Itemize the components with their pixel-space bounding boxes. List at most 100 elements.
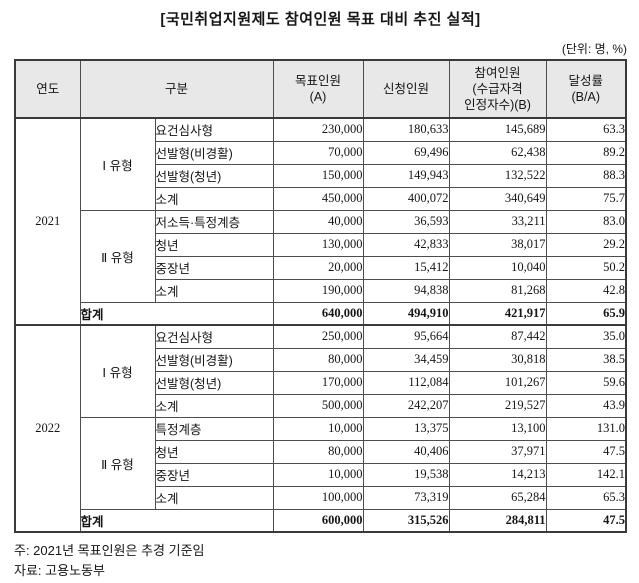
total-rate-cell: 47.5 bbox=[545, 508, 627, 533]
category-cell: 특정계층 bbox=[154, 416, 274, 441]
rate-cell: 83.0 bbox=[545, 209, 627, 234]
year-cell: 2021 bbox=[14, 117, 81, 326]
participants-cell: 340,649 bbox=[448, 186, 547, 211]
table-row: Ⅱ 유형 특정계층 10,000 13,375 13,100 131.0 bbox=[15, 416, 627, 510]
participants-cell: 14,213 bbox=[448, 462, 547, 487]
type-cell: Ⅰ 유형 bbox=[79, 324, 156, 418]
target-cell: 40,000 bbox=[272, 209, 364, 234]
target-cell: 80,000 bbox=[272, 347, 364, 372]
participants-cell: 30,818 bbox=[448, 347, 547, 372]
footnotes: 주: 2021년 목표인원은 추경 기준임 자료: 고용노동부 bbox=[14, 541, 627, 581]
category-cell: 소계 bbox=[154, 278, 274, 303]
unit-note: (단위: 명, %) bbox=[561, 42, 627, 56]
category-cell: 요건심사형 bbox=[154, 324, 274, 349]
applied-cell: 180,633 bbox=[362, 117, 450, 142]
applied-cell: 400,072 bbox=[362, 186, 450, 211]
footnote-source: 자료: 고용노동부 bbox=[14, 563, 105, 579]
page-title: [국민취업지원제도 참여인원 목표 대비 추진 실적] bbox=[160, 11, 481, 28]
target-cell: 190,000 bbox=[272, 278, 364, 303]
table-row: 2022 Ⅰ 유형 요건심사형 250,000 95,664 87,442 35.0 bbox=[14, 324, 627, 533]
applied-cell: 149,943 bbox=[362, 163, 450, 188]
applied-cell: 42,833 bbox=[362, 232, 450, 257]
table-row: Ⅱ 유형 저소득·특정계층 40,000 36,593 33,211 83.0 bbox=[15, 209, 627, 303]
table-row: 2021 Ⅰ 유형 요건심사형 230,000 180,633 145,689 63.3 bbox=[14, 117, 627, 326]
rate-cell: 63.3 bbox=[545, 117, 627, 142]
participants-cell: 33,211 bbox=[448, 209, 547, 234]
category-cell: 저소득·특정계층 bbox=[154, 209, 274, 234]
table-row: 소계 450,000 400,072 340,649 75.7 bbox=[15, 186, 627, 211]
category-cell: 청년 bbox=[154, 232, 274, 257]
rate-cell: 50.2 bbox=[545, 255, 627, 280]
table-row: 청년 80,000 40,406 37,971 47.5 bbox=[15, 439, 627, 464]
target-cell: 230,000 bbox=[272, 117, 364, 142]
applied-cell: 94,838 bbox=[362, 278, 450, 303]
category-cell: 중장년 bbox=[154, 255, 274, 280]
applied-cell: 73,319 bbox=[362, 485, 450, 510]
applied-cell: 19,538 bbox=[362, 462, 450, 487]
table-body: 2021 Ⅰ 유형 요건심사형 230,000 180,633 145,689 63.3 선발… bbox=[14, 117, 627, 533]
table-row: 소계 100,000 73,319 65,284 65.3 bbox=[15, 485, 627, 510]
applied-cell: 95,664 bbox=[362, 324, 450, 349]
total-label-cell: 합계 bbox=[79, 508, 274, 533]
participants-cell: 145,689 bbox=[448, 117, 547, 142]
participants-cell: 10,040 bbox=[448, 255, 547, 280]
participants-cell: 81,268 bbox=[448, 278, 547, 303]
col-header-applied: 신청인원 bbox=[362, 59, 450, 119]
applied-cell: 13,375 bbox=[362, 416, 450, 441]
applied-cell: 15,412 bbox=[362, 255, 450, 280]
applied-cell: 34,459 bbox=[362, 347, 450, 372]
target-cell: 130,000 bbox=[272, 232, 364, 257]
total-target-cell: 640,000 bbox=[272, 301, 364, 326]
col-header-year: 연도 bbox=[14, 59, 81, 119]
col-header-category: 구분 bbox=[79, 59, 274, 119]
participants-cell: 65,284 bbox=[448, 485, 547, 510]
rate-cell: 59.6 bbox=[545, 370, 627, 395]
table-row: 합계 600,000 315,526 284,811 47.5 bbox=[15, 508, 627, 533]
target-cell: 70,000 bbox=[272, 140, 364, 165]
table-row: 중장년 10,000 19,538 14,213 142.1 bbox=[15, 462, 627, 487]
footnote-basis: 주: 2021년 목표인원은 추경 기준임 bbox=[14, 543, 205, 558]
category-cell: 소계 bbox=[154, 186, 274, 211]
table-row: 합계 640,000 494,910 421,917 65.9 bbox=[15, 301, 627, 326]
applied-cell: 112,084 bbox=[362, 370, 450, 395]
category-cell: 중장년 bbox=[154, 462, 274, 487]
rate-cell: 29.2 bbox=[545, 232, 627, 257]
total-target-cell: 600,000 bbox=[272, 508, 364, 533]
rate-cell: 43.9 bbox=[545, 393, 627, 418]
total-participants-cell: 284,811 bbox=[448, 508, 547, 533]
rate-cell: 89.2 bbox=[545, 140, 627, 165]
participants-cell: 38,017 bbox=[448, 232, 547, 257]
rate-cell: 131.0 bbox=[545, 416, 627, 441]
col-header-participants: 참여인원 (수급자격 인정자수)(B) bbox=[448, 59, 547, 119]
target-cell: 20,000 bbox=[272, 255, 364, 280]
participants-cell: 62,438 bbox=[448, 140, 547, 165]
total-applied-cell: 315,526 bbox=[362, 508, 450, 533]
applied-cell: 36,593 bbox=[362, 209, 450, 234]
type-cell: Ⅱ 유형 bbox=[79, 416, 156, 510]
rate-cell: 75.7 bbox=[545, 186, 627, 211]
performance-table: 연도 구분 목표인원 (A) 신청인원 참여인원 (수급자격 인정자수)(B) … bbox=[14, 59, 627, 533]
category-cell: 소계 bbox=[154, 393, 274, 418]
target-cell: 170,000 bbox=[272, 370, 364, 395]
participants-cell: 132,522 bbox=[448, 163, 547, 188]
total-applied-cell: 494,910 bbox=[362, 301, 450, 326]
target-cell: 500,000 bbox=[272, 393, 364, 418]
type-cell: Ⅱ 유형 bbox=[79, 209, 156, 303]
applied-cell: 242,207 bbox=[362, 393, 450, 418]
table-row: 선발형(청년) 150,000 149,943 132,522 88.3 bbox=[15, 163, 627, 188]
table-row: 선발형(비경활) 70,000 69,496 62,438 89.2 bbox=[15, 140, 627, 165]
rate-cell: 38.5 bbox=[545, 347, 627, 372]
participants-cell: 37,971 bbox=[448, 439, 547, 464]
target-cell: 150,000 bbox=[272, 163, 364, 188]
applied-cell: 40,406 bbox=[362, 439, 450, 464]
category-cell: 선발형(청년) bbox=[154, 370, 274, 395]
target-cell: 250,000 bbox=[272, 324, 364, 349]
category-cell: 선발형(비경활) bbox=[154, 347, 274, 372]
participants-cell: 13,100 bbox=[448, 416, 547, 441]
target-cell: 10,000 bbox=[272, 462, 364, 487]
rate-cell: 42.8 bbox=[545, 278, 627, 303]
applied-cell: 69,496 bbox=[362, 140, 450, 165]
rate-cell: 35.0 bbox=[545, 324, 627, 349]
category-cell: 소계 bbox=[154, 485, 274, 510]
